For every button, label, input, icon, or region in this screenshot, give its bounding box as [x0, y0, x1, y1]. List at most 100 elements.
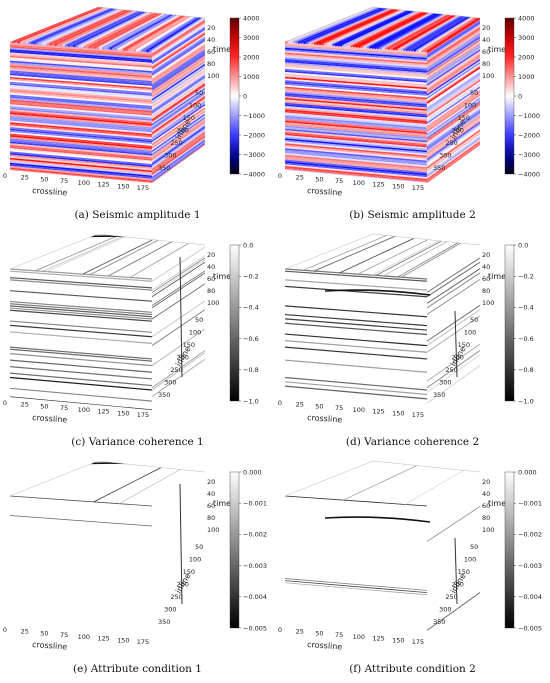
- panel-b-plot: 20406080100time50100150200250300350inlin…: [278, 6, 540, 197]
- colorbar-tick-label: 2000: [243, 53, 260, 61]
- y-tick-label: 250: [445, 139, 457, 147]
- figure-panel-a: 20 40 60 80 100 time 50 100 150 200 250 300 350 inlin…: [0, 0, 275, 227]
- x-tick-label: 75: [335, 404, 343, 412]
- z-tick-label: 20: [207, 24, 215, 32]
- colorbar-tick-label: −0.8: [518, 366, 534, 374]
- x-tick-label: 175: [137, 184, 149, 192]
- panel-c-plot: 20406080100time50100150200250300350inlin…: [3, 233, 259, 424]
- colorbar-tick-label: −0.004: [243, 593, 267, 601]
- colorbar-tick-label: 0.0: [518, 241, 528, 249]
- x-tick-label: 125: [372, 408, 384, 416]
- z-tick-label: 100: [207, 72, 219, 80]
- colorbar-tick-label: −1.0: [243, 397, 259, 405]
- x-tick-label: 50: [315, 629, 323, 637]
- figure-panel-c: 20 40 60 80 100 time 50 100 150 200 250 300 350 inlin…: [0, 227, 275, 454]
- x-tick-label: 75: [60, 631, 68, 639]
- x-tick-label: 125: [97, 408, 109, 416]
- y-tick-label: 50: [470, 316, 478, 324]
- x-tick-label: 100: [353, 179, 365, 187]
- x-tick-label: 50: [315, 402, 323, 410]
- panel-a-plot: 20406080100time50100150200250300350inlin…: [3, 6, 265, 197]
- y-tick-label: 250: [170, 593, 182, 601]
- x-tick-label: 50: [40, 629, 48, 637]
- colorbar-tick-label: 1000: [243, 73, 260, 81]
- colorbar-tick-label: −1000: [243, 112, 265, 120]
- top-face: [343, 465, 464, 505]
- z-tick-label: 60: [207, 502, 215, 510]
- right-face: [426, 257, 480, 404]
- colorbar: [504, 244, 515, 402]
- top-face: [303, 235, 461, 278]
- x-tick-label: 100: [353, 406, 365, 414]
- z-tick-label: 80: [482, 514, 490, 522]
- colorbar-tick-label: −2000: [243, 131, 265, 139]
- z-axis-label: time: [213, 499, 231, 508]
- x-tick-label: 125: [372, 635, 384, 643]
- x-tick-label: 0: [3, 172, 7, 180]
- x-tick-label: 25: [296, 401, 304, 409]
- z-tick-label: 40: [482, 490, 490, 498]
- y-tick-label: 300: [164, 606, 176, 614]
- colorbar-tick-label: −0.005: [243, 624, 267, 632]
- vertical-streak: [454, 537, 458, 605]
- x-tick-label: 50: [40, 402, 48, 410]
- z-tick-label: 20: [482, 251, 490, 259]
- colorbar: [504, 471, 515, 629]
- x-tick-label: 175: [137, 411, 149, 419]
- panel-a-caption: (a) Seismic amplitude 1: [74, 209, 201, 221]
- z-tick-label: 100: [207, 299, 219, 307]
- colorbar: [504, 17, 515, 175]
- x-tick-label: 25: [21, 401, 29, 409]
- y-tick-label: 150: [183, 341, 195, 349]
- z-tick-label: 40: [207, 36, 215, 44]
- x-tick-label: 175: [412, 638, 424, 646]
- z-tick-label: 20: [482, 478, 490, 486]
- panel-f-caption: (f) Attribute condition 2: [349, 663, 476, 675]
- z-tick-label: 20: [482, 24, 490, 32]
- z-tick-label: 20: [207, 251, 215, 259]
- x-axis-label: crossline: [32, 413, 68, 424]
- colorbar-tick-label: 1000: [518, 73, 535, 81]
- colorbar-tick-label: −0.6: [518, 335, 534, 343]
- z-tick-label: 80: [207, 287, 215, 295]
- z-tick-label: 40: [207, 263, 215, 271]
- z-axis-label: time: [213, 45, 231, 54]
- colorbar-tick-label: 4000: [243, 14, 260, 22]
- y-tick-label: 50: [195, 89, 203, 97]
- panel-c-caption: (c) Variance coherence 1: [71, 436, 204, 448]
- z-tick-label: 40: [482, 263, 490, 271]
- colorbar-tick-label: −0.4: [518, 304, 534, 312]
- front-face: [285, 495, 428, 596]
- cube-d: [285, 234, 480, 410]
- x-tick-label: 100: [78, 633, 90, 641]
- y-tick-label: 100: [189, 329, 201, 337]
- fault-streak: [324, 516, 431, 523]
- colorbar-tick-label: −0.001: [518, 500, 542, 508]
- z-tick-label: 60: [482, 275, 490, 283]
- z-tick-label: 100: [482, 526, 494, 534]
- cube-outline: [284, 460, 481, 497]
- vertical-streak: [454, 310, 458, 378]
- cube-outline: [9, 233, 206, 270]
- y-tick-label: 350: [433, 618, 445, 626]
- colorbar-tick-label: 0.000: [518, 468, 537, 476]
- y-tick-label: 150: [458, 568, 470, 576]
- y-tick-label: 250: [445, 593, 457, 601]
- figure-panel-e: 20 40 60 80 100 time 50 100 150 200 250 300 350 inlin…: [0, 454, 275, 681]
- cube-a: [10, 7, 205, 183]
- z-tick-label: 20: [207, 478, 215, 486]
- y-tick-label: 100: [189, 102, 201, 110]
- cube-outline: [284, 6, 481, 43]
- colorbar-tick-label: 0.000: [243, 468, 262, 476]
- y-tick-label: 100: [464, 102, 476, 110]
- colorbar: [229, 471, 240, 629]
- y-tick-label: 300: [164, 152, 176, 160]
- colorbar-tick-label: −0.004: [518, 593, 542, 601]
- panel-d-caption: (d) Variance coherence 2: [345, 436, 480, 448]
- colorbar-tick-label: −0.002: [243, 531, 267, 539]
- colorbar-tick-label: −4000: [518, 170, 540, 178]
- y-tick-label: 100: [189, 556, 201, 564]
- cube-outline: [9, 6, 206, 43]
- z-tick-label: 40: [207, 490, 215, 498]
- x-axis-label: crossline: [32, 186, 68, 197]
